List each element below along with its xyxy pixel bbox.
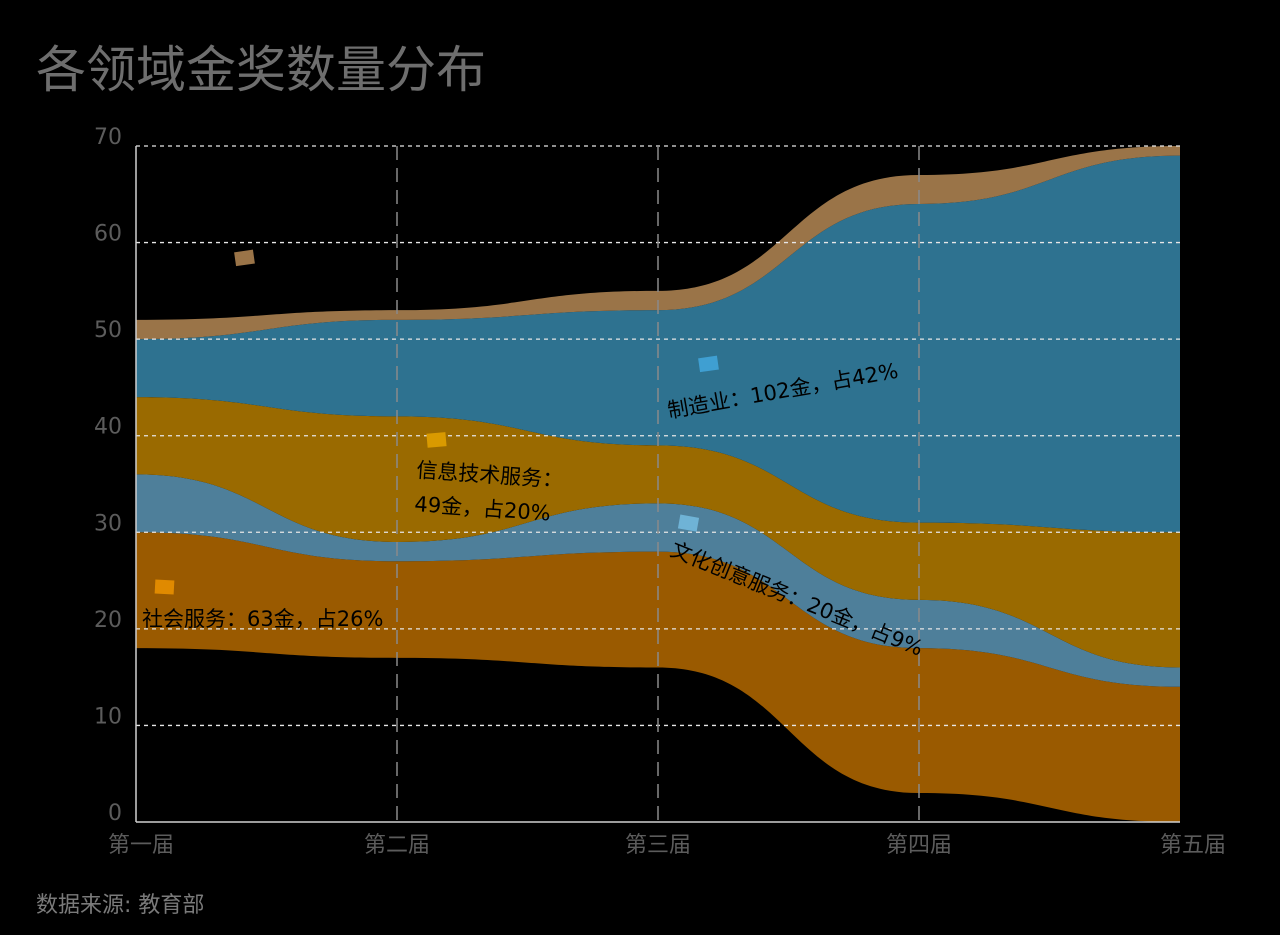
x-axis-ticks: 第一届 第二届 第三届 第四届 第五届 bbox=[108, 833, 1226, 858]
y-tick-label: 0 bbox=[108, 801, 122, 826]
x-tick-label: 第五届 bbox=[1160, 833, 1226, 858]
y-tick-label: 60 bbox=[94, 222, 122, 247]
y-tick-label: 70 bbox=[94, 125, 122, 150]
label-social-service: 社会服务：63金，占26% bbox=[142, 607, 383, 631]
vertical-gridlines bbox=[396, 146, 920, 822]
chart-title: 各领域金奖数量分布 bbox=[36, 41, 486, 99]
y-tick-label: 50 bbox=[94, 318, 122, 343]
data-source: 数据来源: 教育部 bbox=[36, 893, 205, 918]
legend-marker-social-service bbox=[154, 579, 175, 595]
y-tick-label: 10 bbox=[94, 704, 122, 729]
legend-marker-other bbox=[234, 249, 255, 267]
y-axis-ticks: 0 10 20 30 40 50 60 70 bbox=[94, 125, 122, 826]
x-tick-label: 第一届 bbox=[108, 833, 174, 858]
x-tick-label: 第二届 bbox=[364, 833, 430, 858]
legend-marker-culture bbox=[677, 514, 700, 532]
y-tick-label: 40 bbox=[94, 415, 122, 440]
y-tick-label: 30 bbox=[94, 511, 122, 536]
legend-marker-manufacturing bbox=[698, 355, 719, 373]
y-tick-label: 20 bbox=[94, 608, 122, 633]
x-tick-label: 第四届 bbox=[886, 833, 952, 858]
legend-marker-it bbox=[426, 432, 447, 448]
x-tick-label: 第三届 bbox=[625, 833, 691, 858]
